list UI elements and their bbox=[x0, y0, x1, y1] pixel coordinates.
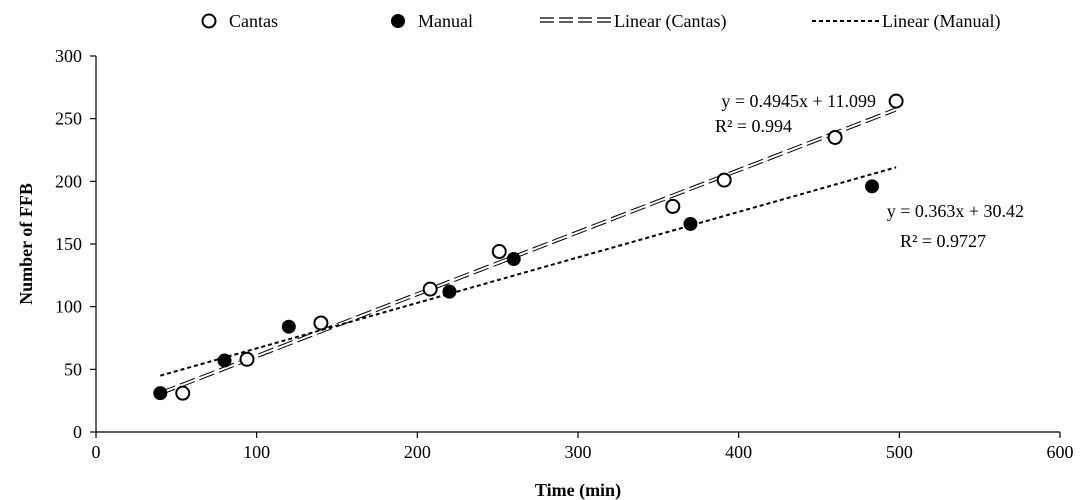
legend-label-manual: Manual bbox=[418, 11, 473, 31]
equation-labels: y = 0.4945x + 11.099 R² = 0.994 y = 0.36… bbox=[715, 91, 1024, 251]
equation-manual: y = 0.363x + 30.42 bbox=[887, 201, 1024, 221]
data-point-cantas bbox=[239, 351, 255, 367]
data-point-manual bbox=[865, 179, 880, 194]
data-point-manual bbox=[217, 353, 232, 368]
y-tick-label: 150 bbox=[55, 234, 82, 254]
y-tick-label: 50 bbox=[64, 359, 82, 379]
trendline-linear-manual bbox=[159, 166, 897, 377]
r2-cantas: R² = 0.994 bbox=[715, 116, 792, 136]
legend-label-linear-manual: Linear (Manual) bbox=[882, 11, 1000, 32]
y-tick-label: 300 bbox=[55, 46, 82, 66]
data-point-cantas bbox=[313, 315, 329, 331]
trendlines bbox=[159, 107, 897, 396]
data-point-manual bbox=[506, 252, 521, 267]
data-point-manual bbox=[281, 319, 296, 334]
data-point-cantas bbox=[422, 281, 438, 297]
data-point-cantas bbox=[888, 93, 904, 109]
data-point-cantas bbox=[665, 198, 681, 214]
legend-label-linear-cantas: Linear (Cantas) bbox=[614, 11, 726, 32]
x-tick-label: 400 bbox=[725, 442, 752, 462]
x-axis-title: Time (min) bbox=[535, 480, 621, 500]
data-point-manual bbox=[442, 284, 457, 299]
x-tick-label: 600 bbox=[1047, 442, 1074, 462]
legend-marker-manual bbox=[391, 14, 405, 28]
y-tick-label: 0 bbox=[73, 422, 82, 442]
data-point-manual bbox=[153, 386, 168, 401]
legend-label-cantas: Cantas bbox=[229, 11, 278, 31]
x-tick-label: 200 bbox=[404, 442, 431, 462]
legend-marker-cantas bbox=[201, 13, 217, 29]
x-ticks: 0 100 200 300 400 500 600 bbox=[92, 432, 1074, 462]
data-point-cantas bbox=[827, 129, 843, 145]
r2-manual: R² = 0.9727 bbox=[900, 231, 986, 251]
data-points bbox=[153, 93, 904, 401]
x-tick-label: 0 bbox=[92, 442, 101, 462]
y-tick-label: 200 bbox=[55, 171, 82, 191]
legend: Cantas Manual Linear (Cantas) Linear (Ma… bbox=[201, 11, 1000, 32]
x-tick-label: 500 bbox=[886, 442, 913, 462]
trendline-linear-cantas-b bbox=[160, 110, 897, 396]
y-axis-title: Number of FFB bbox=[16, 183, 36, 305]
trendline-linear-cantas bbox=[160, 107, 897, 393]
y-tick-label: 250 bbox=[55, 109, 82, 129]
data-point-cantas bbox=[491, 244, 507, 260]
data-point-cantas bbox=[175, 385, 191, 401]
data-point-cantas bbox=[716, 172, 732, 188]
equation-cantas: y = 0.4945x + 11.099 bbox=[721, 91, 876, 111]
data-point-manual bbox=[683, 216, 698, 231]
x-tick-label: 100 bbox=[243, 442, 270, 462]
y-ticks: 0 50 100 150 200 250 300 bbox=[55, 46, 96, 442]
y-tick-label: 100 bbox=[55, 297, 82, 317]
x-tick-label: 300 bbox=[565, 442, 592, 462]
